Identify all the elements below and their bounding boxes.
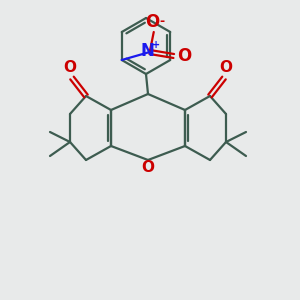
- Text: N: N: [141, 42, 155, 60]
- Text: O: O: [142, 160, 154, 175]
- Text: O: O: [177, 47, 191, 65]
- Text: O: O: [64, 61, 76, 76]
- Text: O: O: [145, 13, 159, 31]
- Text: -: -: [159, 16, 164, 28]
- Text: O: O: [220, 61, 232, 76]
- Text: +: +: [152, 40, 160, 50]
